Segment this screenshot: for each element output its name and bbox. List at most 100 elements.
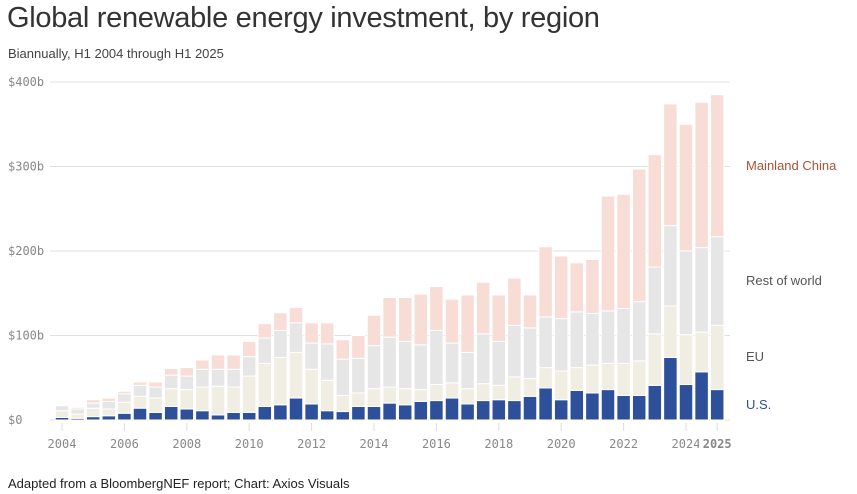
bar-segment-mainland-china [195,359,210,370]
bar-segment-u-s- [132,407,148,421]
bar-segment-u-s- [226,411,241,421]
bar-segment-mainland-china [288,307,304,324]
bar-segment-rest-of-world [117,393,132,403]
bar-segment-rest-of-world [273,329,288,358]
bar-segment-eu [522,378,538,397]
x-tick-label: 2004 [48,437,77,451]
y-tick-label: $200b [8,244,44,258]
bar-segment-eu [382,386,397,404]
bar-segment-u-s- [475,400,491,421]
bar-segment-rest-of-world [460,351,475,390]
bar-segment-mainland-china [538,246,553,318]
bar-segment-rest-of-world [179,375,195,391]
bar-segment-mainland-china [366,314,382,347]
bar-segment-eu [241,375,257,413]
bar-segment-rest-of-world [195,368,210,388]
bar-segment-u-s- [538,387,553,421]
bar-segment-u-s- [507,400,522,421]
bar-segment-eu [132,395,148,409]
bar-segment-u-s- [288,397,304,421]
bar-segment-rest-of-world [678,250,694,336]
x-tick-label: 2006 [110,437,139,451]
bar-segment-rest-of-world [70,408,85,415]
bar-segment-rest-of-world [101,400,117,410]
bar-segment-eu [460,388,475,405]
bar-segment-rest-of-world [585,313,600,366]
bar-segment-u-s- [429,400,444,421]
bar-segment-mainland-china [678,123,694,252]
x-tick-label: 2022 [609,437,638,451]
bar-segment-eu [475,383,491,402]
bar-segment-mainland-china [319,322,335,345]
bar-segment-rest-of-world [382,336,397,388]
bar-segment-mainland-china [351,335,366,359]
bar-segment-mainland-china [631,168,647,303]
x-tick-label: 2012 [297,437,326,451]
chart-subtitle: Biannually, H1 2004 through H1 2025 [8,46,224,61]
bar-segment-eu [631,360,647,396]
bar-segment-u-s- [663,356,678,421]
bar-segment-eu [678,334,694,386]
bar-segment-eu [663,305,678,358]
bar-segment-eu [288,351,304,399]
bar-segment-rest-of-world [85,402,101,409]
bar-segment-mainland-china [117,390,132,395]
bar-segment-u-s- [366,405,382,421]
bar-segment-rest-of-world [241,356,257,377]
bar-segment-mainland-china [179,367,195,377]
bar-segment-u-s- [117,412,132,421]
bar-segment-mainland-china [553,255,569,320]
bar-segment-u-s- [382,402,397,421]
bar-segment-eu [148,397,163,413]
bar-segment-mainland-china [709,94,725,238]
bar-segment-rest-of-world [163,374,179,390]
bar-segment-u-s- [319,410,335,421]
x-tick-label: 2016 [422,437,451,451]
bar-segment-u-s- [351,405,366,421]
bar-segment-eu [429,384,444,402]
bar-segment-rest-of-world [538,316,553,369]
bar-segment-u-s- [491,399,507,421]
bar-segment-rest-of-world [663,225,678,307]
bar-segment-eu [553,370,569,401]
bar-segment-mainland-china [429,285,444,331]
legend-label-u-s-: U.S. [746,397,771,412]
bar-segment-u-s- [600,389,616,421]
bar-segment-mainland-china [85,399,101,404]
bar-segment-mainland-china [273,312,288,331]
bar-segment-eu [397,388,413,406]
bar-segment-eu [507,376,522,402]
x-tick-label: 2010 [235,437,264,451]
bar-segment-mainland-china [694,101,709,249]
bar-segment-u-s- [304,403,319,421]
x-tick-label: 2018 [484,437,513,451]
bar-segment-eu [319,379,335,412]
x-tick-label: 2014 [360,437,389,451]
bar-segment-rest-of-world [319,343,335,381]
bar-segment-rest-of-world [148,386,163,399]
bar-segment-eu [335,394,351,413]
bar-segment-mainland-china [569,262,585,313]
x-tick-label: 2025 [703,437,732,451]
bar-segment-eu [195,386,210,412]
bar-segment-eu [585,364,600,394]
y-tick-label: $400b [8,75,44,89]
bar-segment-mainland-china [522,294,538,329]
bar-segment-u-s- [522,395,538,421]
bar-segment-rest-of-world [413,344,429,391]
bar-segment-mainland-china [663,103,678,227]
bar-segment-mainland-china [70,406,85,410]
bar-segment-u-s- [709,389,725,421]
bar-segment-mainland-china [444,298,460,344]
bar-segment-eu [694,331,709,373]
bar-segment-rest-of-world [616,307,631,364]
bar-segment-eu [101,408,117,417]
bar-segment-u-s- [163,405,179,421]
bar-segment-u-s- [179,408,195,421]
bar-segment-rest-of-world [226,368,241,388]
bar-segment-eu [647,333,663,386]
bar-segment-mainland-china [491,294,507,342]
bar-segment-u-s- [148,411,163,421]
bar-segment-mainland-china [304,322,319,344]
bar-segment-eu [413,389,429,402]
